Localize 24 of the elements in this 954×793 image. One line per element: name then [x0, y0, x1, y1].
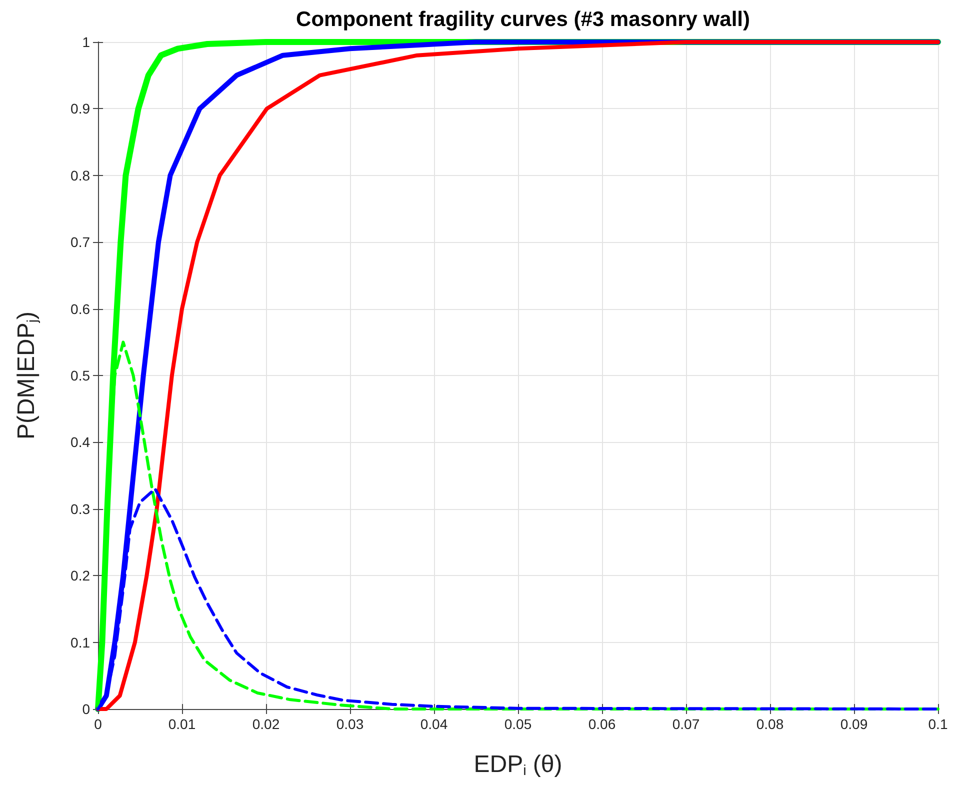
y-tick-label: 0.7: [70, 234, 90, 250]
chart-title: Component fragility curves (#3 masonry wall): [296, 8, 750, 31]
x-tick-label: 0.04: [420, 716, 448, 732]
x-tick-label: 0.09: [840, 716, 868, 732]
y-tick-label: 0.9: [70, 100, 90, 117]
x-tick-label: 0.08: [756, 716, 784, 732]
x-tick-label: 0: [94, 716, 102, 732]
y-tick-label: 0.4: [70, 434, 90, 450]
y-tick-label: 0.5: [70, 368, 90, 384]
y-tick-label: 0.3: [70, 500, 90, 517]
y-tick-label: 1: [82, 34, 90, 50]
x-tick-label: 0.01: [168, 716, 196, 732]
x-tick-label: 0.02: [252, 716, 280, 732]
x-tick-label: 0.03: [336, 716, 364, 732]
y-axis-title: P(DM|EDPj): [12, 311, 41, 440]
x-tick-label: 0.06: [588, 716, 616, 732]
x-tick-label: 0.1: [928, 716, 948, 732]
y-tick-label: 0.1: [70, 634, 90, 650]
x-tick-label: 0.07: [672, 716, 700, 732]
y-tick-label: 0.8: [70, 167, 90, 184]
y-tick-label: 0: [82, 701, 90, 717]
y-tick-label: 0.2: [70, 568, 90, 584]
y-tick-label: 0.6: [70, 300, 90, 317]
x-tick-label: 0.05: [504, 716, 532, 732]
